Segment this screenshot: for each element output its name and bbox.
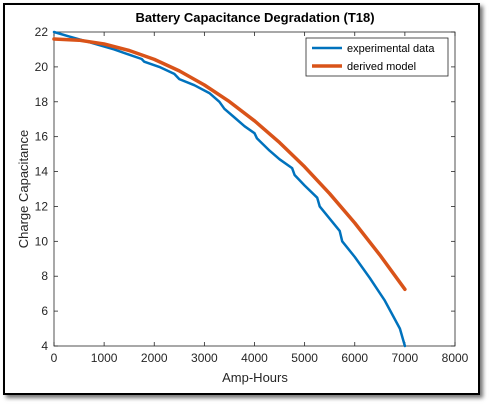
y-tick-label: 22 [35, 25, 49, 39]
x-axis: 0 1000 2000 3000 4000 5000 6000 7000 8000 [51, 32, 469, 365]
y-tick-label: 8 [41, 269, 48, 283]
series-layer [52, 30, 407, 348]
y-tick-label: 10 [35, 234, 49, 248]
y-tick-label: 18 [35, 95, 49, 109]
y-axis: 4 6 8 10 12 14 16 18 20 22 [35, 25, 455, 353]
series-line-derived-model [52, 37, 407, 292]
x-axis-title: Amp-Hours [222, 370, 288, 385]
legend-label-model: derived model [347, 61, 416, 73]
legend-label-experimental: experimental data [347, 43, 435, 55]
x-tick-label: 4000 [241, 351, 268, 365]
y-tick-label: 6 [41, 304, 48, 318]
y-tick-label: 20 [35, 60, 49, 74]
y-tick-label: 16 [35, 130, 49, 144]
legend: experimental data derived model [305, 37, 449, 77]
series-line-experimental-data [52, 30, 407, 348]
y-tick-label: 14 [35, 165, 49, 179]
plot-area [53, 31, 456, 347]
y-tick-label: 12 [35, 199, 49, 213]
x-tick-label: 6000 [341, 351, 368, 365]
x-tick-label: 2000 [141, 351, 168, 365]
x-tick-label: 0 [51, 351, 58, 365]
x-tick-label: 8000 [442, 351, 469, 365]
x-tick-label: 3000 [191, 351, 218, 365]
x-tick-label: 5000 [291, 351, 318, 365]
x-tick-label: 1000 [91, 351, 118, 365]
y-axis-title: Charge Capacitance [16, 130, 31, 249]
legend-box [305, 37, 449, 77]
chart-title: Battery Capacitance Degradation (T18) [135, 10, 374, 25]
x-tick-label: 7000 [392, 351, 419, 365]
y-tick-label: 4 [41, 339, 48, 353]
